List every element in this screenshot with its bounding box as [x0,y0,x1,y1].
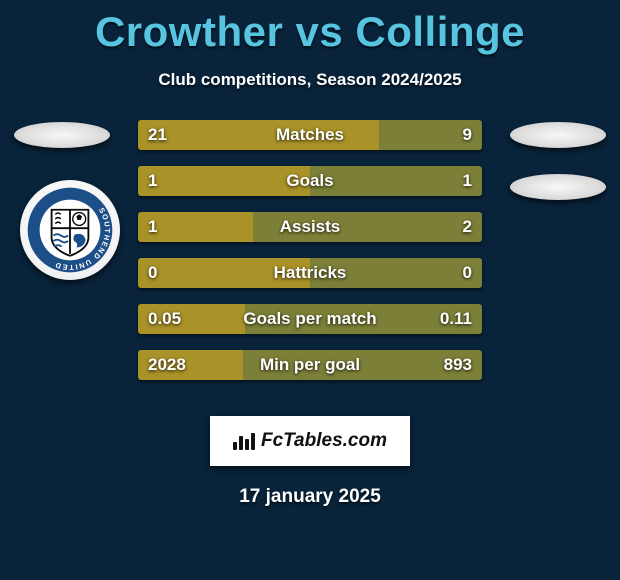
brand-badge: FcTables.com [210,416,410,466]
stat-bars: Matches 21 9 Goals 1 1 Assists 1 2 Hattricks 0 0 Goa… [138,120,482,396]
stat-value-left: 21 [148,125,167,145]
stat-value-left: 0.05 [148,309,181,329]
stat-right-bar [310,166,482,196]
right-placeholder-badge-2 [510,174,606,200]
stat-row-hattricks: Hattricks 0 0 [138,258,482,288]
stat-label: Assists [280,217,340,237]
stat-value-left: 0 [148,263,157,283]
right-placeholder-badge-1 [510,122,606,148]
stat-value-left: 1 [148,217,157,237]
stat-value-left: 1 [148,171,157,191]
stat-value-right: 0 [463,263,472,283]
brand-text: FcTables.com [261,430,387,452]
stat-value-right: 893 [444,355,472,375]
stat-label: Hattricks [274,263,347,283]
left-placeholder-badge-1 [14,122,110,148]
stat-row-goals: Goals 1 1 [138,166,482,196]
comparison-stage: SOUTHEND UNITED Matches219Goals11Assists… [0,120,620,410]
stat-value-right: 0.11 [440,309,472,329]
stat-row-min-per-goal: Min per goal 2028 893 [138,350,482,380]
page-title: Crowther vs Collinge [0,0,620,56]
stat-value-right: 2 [463,217,472,237]
stat-value-right: 1 [463,171,472,191]
bars-icon [233,433,255,450]
subtitle: Club competitions, Season 2024/2025 [0,70,620,90]
stat-row-matches: Matches 21 9 [138,120,482,150]
southend-crest-icon: SOUTHEND UNITED [24,184,116,276]
left-club-crest: SOUTHEND UNITED [20,180,120,280]
stat-value-right: 9 [463,125,472,145]
stat-value-left: 2028 [148,355,186,375]
stat-row-assists: Assists 1 2 [138,212,482,242]
stat-row-goals-per-match: Goals per match 0.05 0.11 [138,304,482,334]
stat-left-bar [138,166,310,196]
stat-label: Goals [286,171,333,191]
date-text: 17 january 2025 [0,486,620,508]
stat-label: Min per goal [260,355,360,375]
stat-label: Goals per match [243,309,376,329]
stat-label: Matches [276,125,344,145]
